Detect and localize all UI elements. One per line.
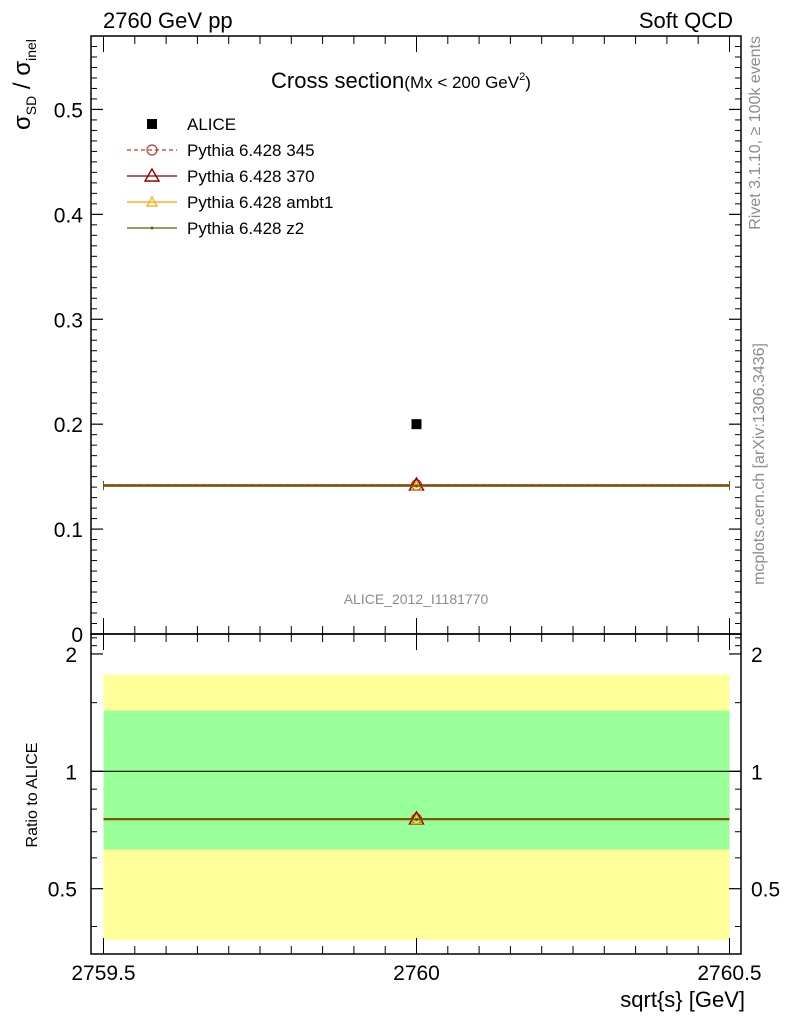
ratio-ytick-label-left: 0.5 <box>48 879 77 902</box>
main-axis-ticks: 0 0.1 0.2 0.3 0.4 0.5 <box>54 36 741 647</box>
ratio-uncertainty-bands <box>103 674 730 940</box>
chart-title-suffix: (Mx < 200 GeV <box>404 73 519 92</box>
x-axis-label: sqrt{s} [GeV] <box>620 987 745 1012</box>
ratio-ytick-label-left: 1 <box>65 761 77 784</box>
ratio-ytick-label-right: 0.5 <box>751 879 780 902</box>
main-ytick-label: 0.2 <box>54 414 83 437</box>
ratio-xtick-label: 2759.5 <box>71 962 135 985</box>
legend-marker-p370 <box>143 167 161 182</box>
alice-point <box>411 419 422 430</box>
ratio-y-axis-label: Ratio to ALICE <box>24 743 41 848</box>
svg-text:σSD / σinel: σSD / σinel <box>9 39 39 130</box>
analysis-watermark: ALICE_2012_I1181770 <box>344 591 489 607</box>
chart-title-close: ) <box>525 73 531 92</box>
rivet-label: Rivet 3.1.10, ≥ 100k events <box>747 36 764 230</box>
legend-label-p345: Pythia 6.428 345 <box>187 141 315 160</box>
ratio-ytick-label-right: 1 <box>751 761 763 784</box>
ratio-ytick-label-left: 2 <box>65 644 77 667</box>
legend-label-alice: ALICE <box>187 115 236 134</box>
ratio-ytick-label-right: 2 <box>751 644 763 667</box>
legend-marker-alice <box>147 119 157 129</box>
mcplots-label: mcplots.cern.ch [arXiv:1306.3436] <box>751 343 768 585</box>
legend-label-z2: Pythia 6.428 z2 <box>187 219 304 238</box>
ratio-axis-ticks: 0.5 0.5 1 1 2 2 2759.5 2760 2760.5 <box>48 634 780 985</box>
ylabel-slash: / σ <box>9 61 36 96</box>
main-ytick-label: 0.5 <box>54 99 83 122</box>
legend: ALICE Pythia 6.428 345 Pythia 6.428 370 Pyt… <box>127 115 333 238</box>
main-ytick-label: 0.1 <box>54 519 83 542</box>
legend-label-ambt1: Pythia 6.428 ambt1 <box>187 193 333 212</box>
main-ytick-label: 0.4 <box>54 204 84 227</box>
legend-marker-ambt1 <box>145 195 159 207</box>
ratio-xtick-label: 2760 <box>393 962 440 985</box>
ylabel-sub-inel: inel <box>23 39 39 61</box>
main-ytick-label: 0 <box>71 624 83 647</box>
chart-title: Cross section(Mx < 200 GeV2) <box>271 68 531 93</box>
main-data-series <box>103 419 730 491</box>
ratio-data-series <box>91 770 741 825</box>
main-y-axis-label: σSD / σinel <box>9 39 39 130</box>
ylabel-sigma: σ <box>9 115 36 130</box>
main-ytick-label: 0.3 <box>54 309 83 332</box>
chart-title-sup: 2 <box>519 71 525 83</box>
ratio-xtick-label: 2760.5 <box>697 962 761 985</box>
band-inner <box>103 710 730 850</box>
series-marker-z2 <box>415 484 418 488</box>
legend-label-p370: Pythia 6.428 370 <box>187 167 315 186</box>
ylabel-sub-sd: SD <box>23 96 39 115</box>
header-left: 2760 GeV pp <box>103 8 233 33</box>
ratio-marker-z2 <box>415 818 418 822</box>
legend-marker-p345 <box>146 144 158 156</box>
legend-marker-z2 <box>150 226 154 230</box>
chart-title-main: Cross section <box>271 68 404 93</box>
header-right: Soft QCD <box>639 8 733 33</box>
